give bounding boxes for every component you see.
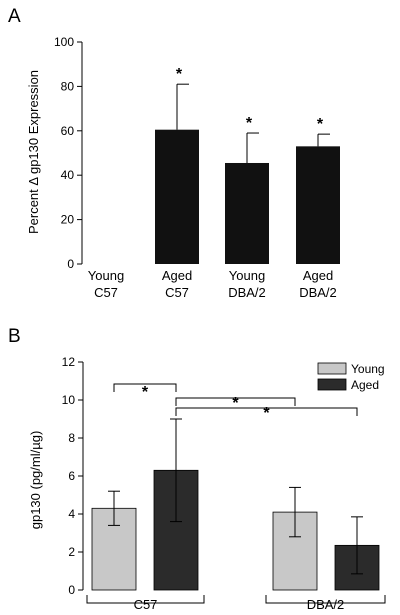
panel-a-y-tick-label-0: 0 (67, 257, 74, 271)
panel-b-comparison-label-2: * (263, 405, 270, 422)
panel-b-y-tick-label-0: 0 (68, 583, 75, 597)
panel-a-y-tick-label-3: 60 (61, 124, 75, 138)
panel-a-significance-2: * (246, 115, 253, 132)
panel-b-letter: B (8, 326, 21, 347)
panel-a-y-tick-label-2: 40 (61, 168, 75, 182)
panel-a-bar-2 (225, 162, 269, 264)
panel-b-comparison-label-1: * (232, 395, 239, 412)
panel-b-group-bracket-1 (265, 595, 386, 604)
panel-b-bar-young-0 (91, 507, 137, 591)
panel-a-bar-3 (296, 146, 340, 264)
panel-a-significance-3: * (317, 116, 324, 133)
panel-b-y-tick-label-6: 12 (62, 355, 76, 369)
panel-a-significance-1: * (176, 66, 183, 83)
panel-a: A Percent Δ gp130 Expression 0 20 40 60 80 10… (8, 6, 340, 300)
panel-a-category-label-3-line1: Aged (303, 268, 333, 283)
panel-b-y-tick-label-2: 4 (68, 507, 75, 521)
panel-b-comparison-label-0: * (142, 384, 149, 401)
panel-a-y-tick-label-4: 80 (61, 79, 75, 93)
panel-b: B gp130 (pg/ml/µg) 0 2 4 6 8 10 12 C57 DBA/2 * * * Y… (8, 326, 386, 612)
panel-a-y-axis-title: Percent Δ gp130 Expression (26, 70, 41, 234)
panel-a-category-label-0-line1: Young (88, 268, 124, 283)
panel-b-comparison-bracket-2 (175, 407, 358, 416)
panel-b-y-tick-label-1: 2 (68, 545, 75, 559)
panel-a-category-label-2-line2: DBA/2 (228, 285, 266, 300)
panel-b-group-label-1: DBA/2 (307, 597, 345, 612)
panel-b-legend-swatch-aged (317, 378, 347, 391)
panel-b-legend-label-aged: Aged (351, 378, 379, 392)
panel-b-comparison-bracket-0 (113, 383, 177, 392)
panel-a-bar-1 (155, 129, 199, 264)
panel-b-legend-swatch-young (317, 362, 347, 375)
panel-b-y-tick-label-5: 10 (62, 393, 76, 407)
panel-b-group-bracket-0 (86, 595, 205, 604)
panel-a-category-label-1-line2: C57 (165, 285, 189, 300)
panel-a-category-label-1-line1: Aged (162, 268, 192, 283)
panel-b-y-axis-title: gp130 (pg/ml/µg) (28, 431, 43, 530)
panel-b-legend-label-young: Young (351, 362, 385, 376)
panel-b-comparison-bracket-1 (175, 397, 296, 406)
panel-a-category-label-3-line2: DBA/2 (299, 285, 337, 300)
panel-a-y-tick-label-1: 20 (61, 213, 75, 227)
panel-a-category-label-2-line1: Young (229, 268, 265, 283)
panel-a-y-tick-label-5: 100 (54, 35, 74, 49)
panel-a-letter: A (8, 6, 21, 27)
panel-b-group-label-0: C57 (134, 597, 158, 612)
panel-b-y-tick-label-4: 8 (68, 431, 75, 445)
panel-b-y-tick-label-3: 6 (68, 469, 75, 483)
panel-a-category-label-0-line2: C57 (94, 285, 118, 300)
